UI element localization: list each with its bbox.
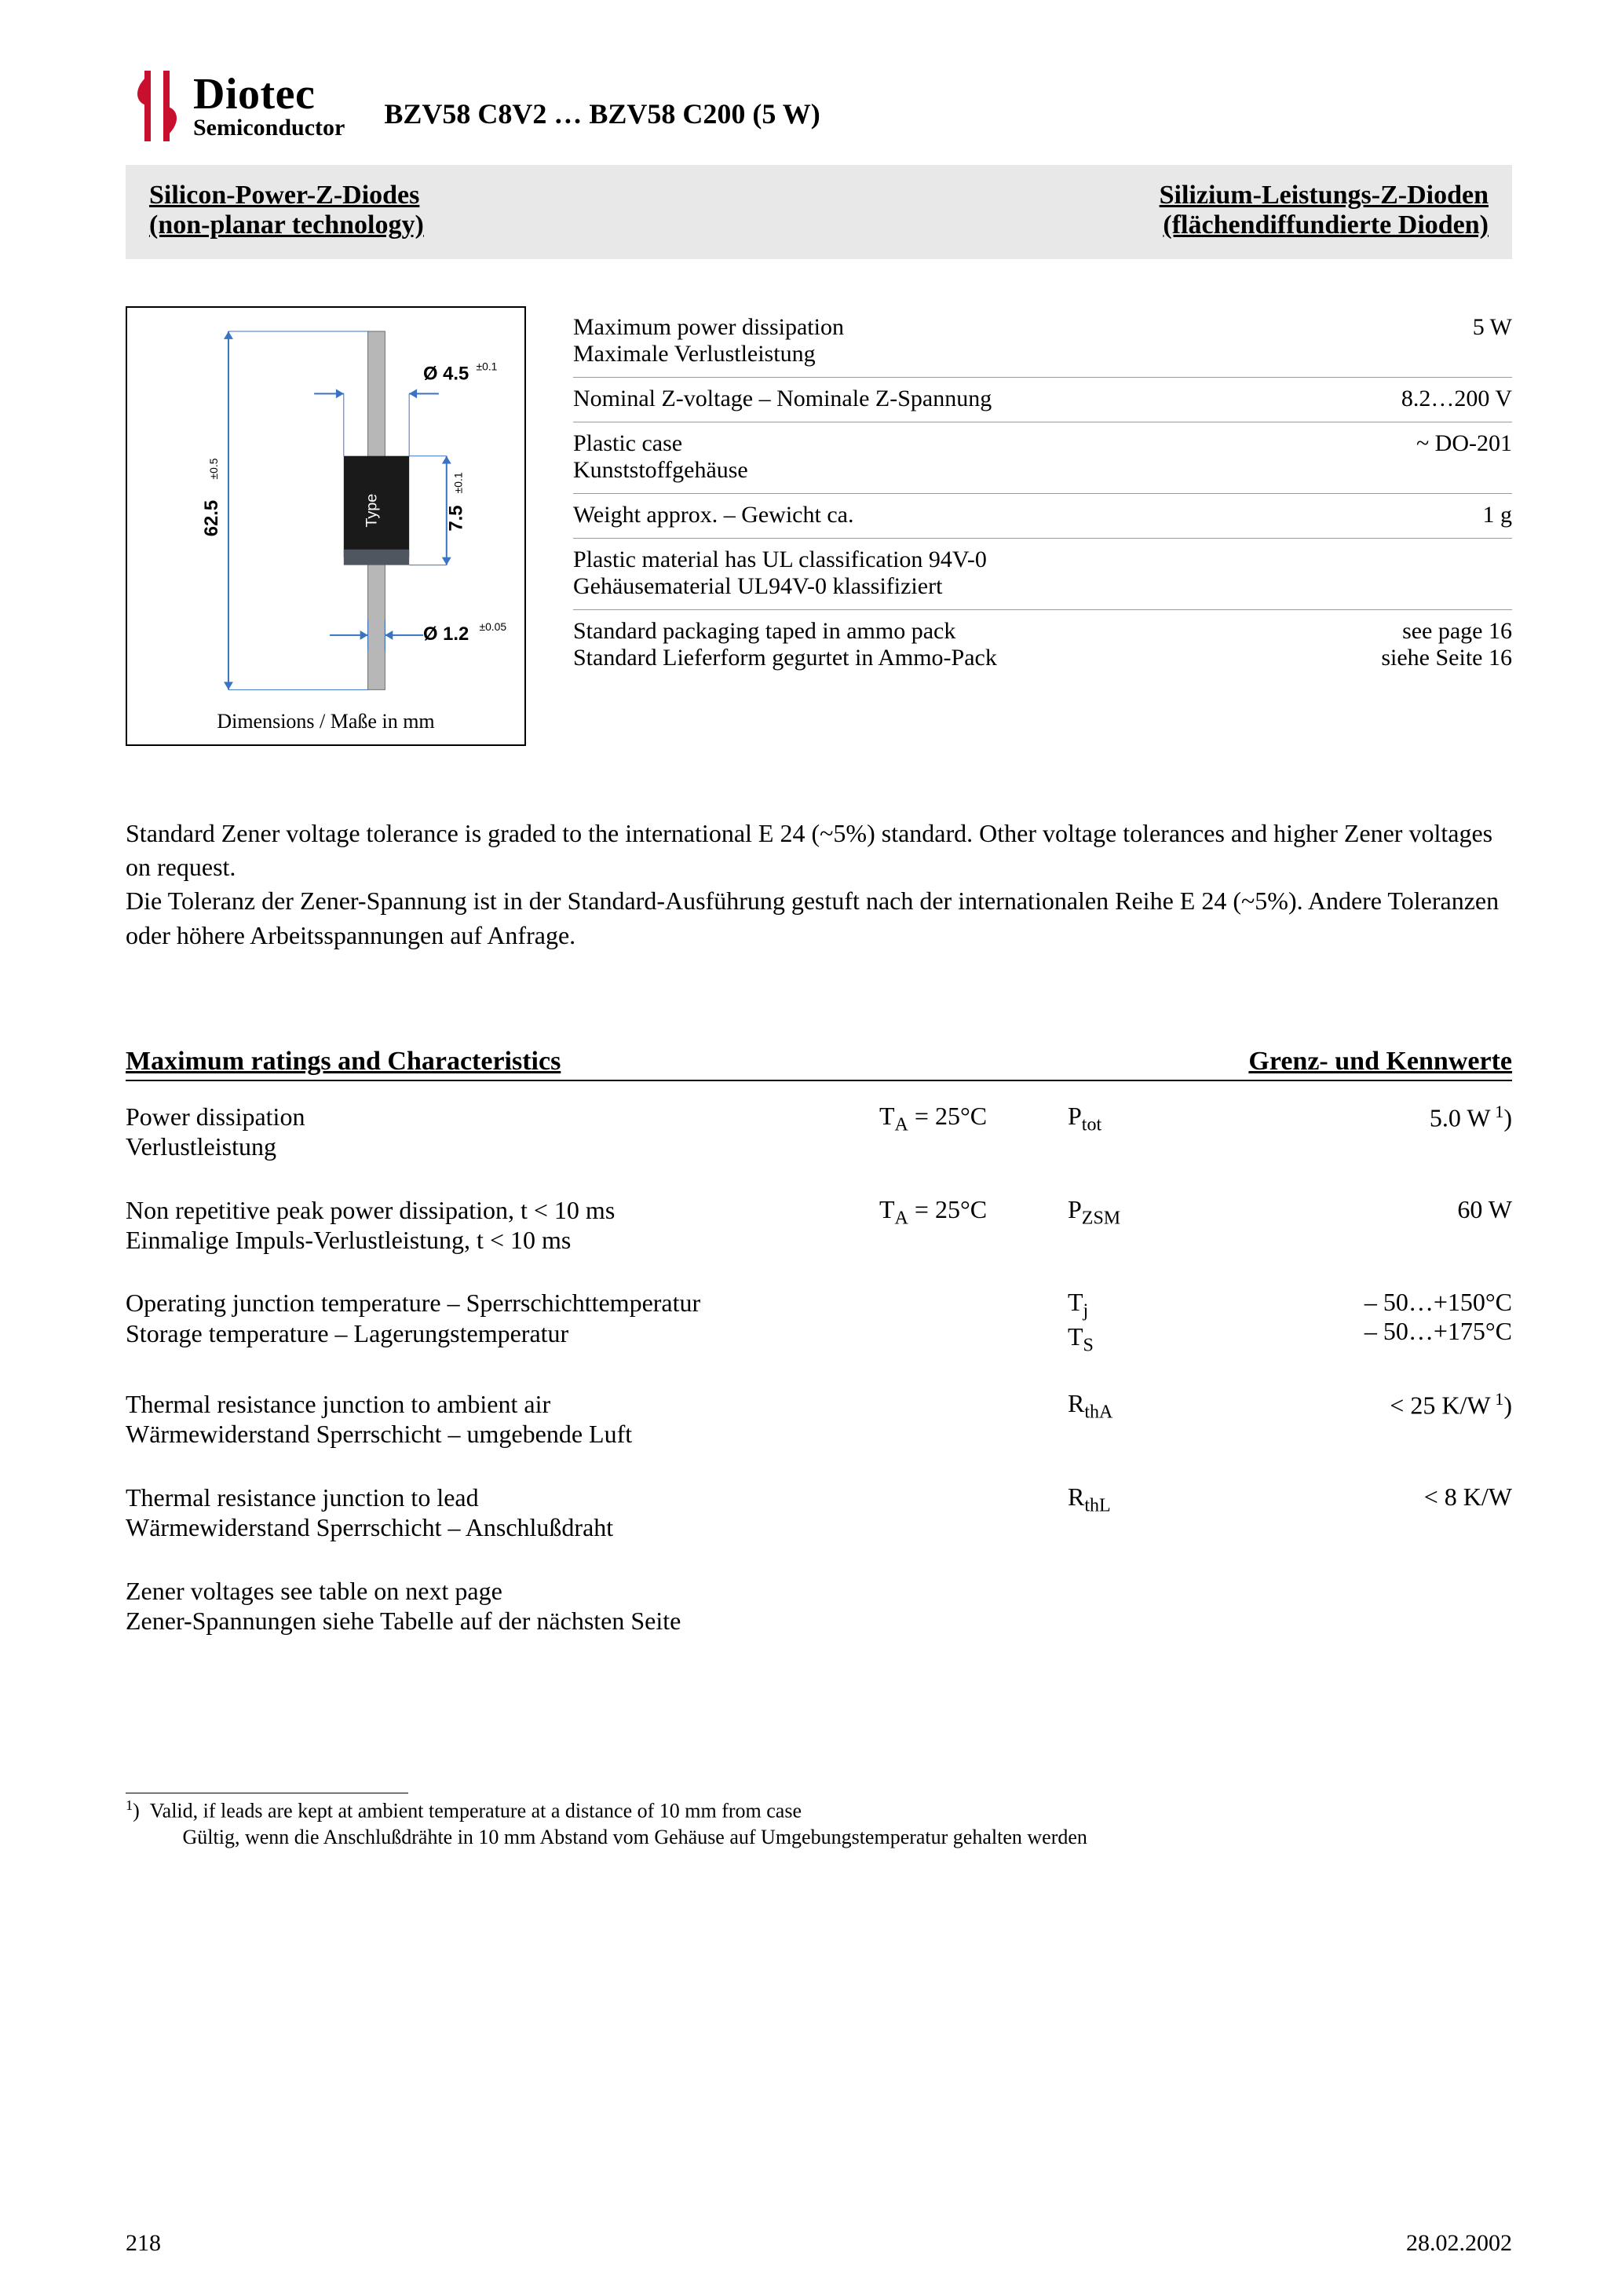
- diotec-mark-icon: [126, 71, 188, 141]
- quick-specs: Maximum power dissipationMaximale Verlus…: [573, 306, 1512, 746]
- ratings-cond: TA = 25°C: [879, 1195, 1068, 1256]
- ratings-desc: Zener voltages see table on next pageZen…: [126, 1576, 879, 1636]
- spec-value: 5 W: [1473, 314, 1512, 367]
- overview-section: Type 62.5 ±0.5 7.5 ±0.1 Ø 4.5 ±0.1 Ø 1.2 ±0.05 D…: [126, 306, 1512, 746]
- subtitle-en-1: Silicon-Power-Z-Diodes: [149, 181, 424, 210]
- spec-label: Plastic caseKunststoffgehäuse: [573, 430, 748, 484]
- spec-value: 1 g: [1483, 502, 1513, 528]
- ratings-symbol: RthL: [1068, 1483, 1209, 1543]
- ratings-value: < 8 K/W: [1209, 1483, 1512, 1543]
- subtitle-de-2: (flächendiffundierte Dioden): [1160, 210, 1489, 240]
- dimension-caption: Dimensions / Maße in mm: [127, 710, 524, 733]
- spec-row: Plastic material has UL classification 9…: [573, 539, 1512, 610]
- spec-label: Standard packaging taped in ammo packSta…: [573, 618, 997, 671]
- ratings-cond: [879, 1483, 1068, 1543]
- page-date: 28.02.2002: [1406, 2230, 1512, 2257]
- page-number: 218: [126, 2230, 161, 2257]
- ratings-value: 60 W: [1209, 1195, 1512, 1256]
- footnote-text: 1) Valid, if leads are kept at ambient t…: [126, 1797, 1512, 1850]
- ratings-symbol: PZSM: [1068, 1195, 1209, 1256]
- ratings-desc: Thermal resistance junction to leadWärme…: [126, 1483, 879, 1543]
- part-number-title: BZV58 C8V2 … BZV58 C200 (5 W): [384, 97, 820, 130]
- spec-value: 8.2…200 V: [1401, 386, 1512, 412]
- spec-value: ~ DO-201: [1416, 430, 1512, 484]
- spec-label: Plastic material has UL classification 9…: [573, 547, 987, 600]
- ratings-heading-de: Grenz- und Kennwerte: [1248, 1047, 1512, 1077]
- svg-text:±0.1: ±0.1: [476, 360, 497, 373]
- ratings-desc: Non repetitive peak power dissipation, t…: [126, 1195, 879, 1256]
- svg-text:7.5: 7.5: [446, 506, 467, 532]
- ratings-symbol: RthA: [1068, 1389, 1209, 1450]
- svg-text:±0.05: ±0.05: [479, 620, 506, 633]
- svg-text:Ø 4.5: Ø 4.5: [423, 363, 469, 384]
- spec-row: Nominal Z-voltage – Nominale Z-Spannung 8…: [573, 378, 1512, 422]
- ratings-row: Zener voltages see table on next pageZen…: [126, 1576, 1512, 1636]
- spec-row: Maximum power dissipationMaximale Verlus…: [573, 306, 1512, 378]
- page-footer: 218 28.02.2002: [126, 2230, 1512, 2257]
- spec-label: Weight approx. – Gewicht ca.: [573, 502, 853, 528]
- spec-row: Plastic caseKunststoffgehäuse ~ DO-201: [573, 422, 1512, 494]
- ratings-symbol: Ptot: [1068, 1102, 1209, 1162]
- dimension-drawing: Type 62.5 ±0.5 7.5 ±0.1 Ø 4.5 ±0.1 Ø 1.2 ±0.05 D…: [126, 306, 526, 746]
- svg-text:±0.5: ±0.5: [207, 458, 220, 479]
- svg-text:Type: Type: [363, 494, 380, 528]
- ratings-heading-en: Maximum ratings and Characteristics: [126, 1047, 561, 1077]
- ratings-cond: [879, 1288, 1068, 1356]
- ratings-desc: Power dissipationVerlustleistung: [126, 1102, 879, 1162]
- ratings-symbol: [1068, 1576, 1209, 1636]
- ratings-desc: Operating junction temperature – Sperrsc…: [126, 1288, 879, 1356]
- ratings-table: Power dissipationVerlustleistungTA = 25°…: [126, 1102, 1512, 1636]
- dimension-svg: Type 62.5 ±0.5 7.5 ±0.1 Ø 4.5 ±0.1 Ø 1.2 ±0.05: [127, 308, 524, 744]
- tolerance-paragraph: Standard Zener voltage tolerance is grad…: [126, 817, 1512, 952]
- ratings-row: Operating junction temperature – Sperrsc…: [126, 1288, 1512, 1356]
- subtitle-de-1: Silizium-Leistungs-Z-Dioden: [1160, 181, 1489, 210]
- spec-value: see page 16 siehe Seite 16: [1381, 618, 1512, 671]
- ratings-heading: Maximum ratings and Characteristics Gren…: [126, 1047, 1512, 1081]
- ratings-value: < 25 K/W 1): [1209, 1389, 1512, 1450]
- ratings-cond: [879, 1576, 1068, 1636]
- page-header: Diotec Semiconductor BZV58 C8V2 … BZV58 …: [126, 71, 1512, 141]
- logo-subtitle: Semiconductor: [193, 116, 345, 140]
- datasheet-page: Diotec Semiconductor BZV58 C8V2 … BZV58 …: [0, 0, 1622, 2296]
- ratings-symbol: TjTS: [1068, 1288, 1209, 1356]
- svg-text:62.5: 62.5: [201, 500, 222, 536]
- ratings-cond: TA = 25°C: [879, 1102, 1068, 1162]
- svg-text:±0.1: ±0.1: [452, 472, 465, 493]
- ratings-value: [1209, 1576, 1512, 1636]
- company-logo: Diotec Semiconductor: [126, 71, 345, 141]
- spec-row: Standard packaging taped in ammo packSta…: [573, 610, 1512, 681]
- ratings-row: Non repetitive peak power dissipation, t…: [126, 1195, 1512, 1256]
- ratings-value: – 50…+150°C– 50…+175°C: [1209, 1288, 1512, 1356]
- ratings-value: 5.0 W 1): [1209, 1102, 1512, 1162]
- spec-row: Weight approx. – Gewicht ca. 1 g: [573, 494, 1512, 539]
- subtitle-banner: Silicon-Power-Z-Diodes (non-planar techn…: [126, 165, 1512, 259]
- subtitle-en-2: (non-planar technology): [149, 210, 424, 240]
- spec-label: Maximum power dissipationMaximale Verlus…: [573, 314, 844, 367]
- ratings-row: Thermal resistance junction to ambient a…: [126, 1389, 1512, 1450]
- ratings-row: Thermal resistance junction to leadWärme…: [126, 1483, 1512, 1543]
- logo-name: Diotec: [193, 72, 345, 116]
- spec-label: Nominal Z-voltage – Nominale Z-Spannung: [573, 386, 992, 412]
- ratings-desc: Thermal resistance junction to ambient a…: [126, 1389, 879, 1450]
- svg-text:Ø 1.2: Ø 1.2: [423, 623, 469, 645]
- ratings-cond: [879, 1389, 1068, 1450]
- ratings-row: Power dissipationVerlustleistungTA = 25°…: [126, 1102, 1512, 1162]
